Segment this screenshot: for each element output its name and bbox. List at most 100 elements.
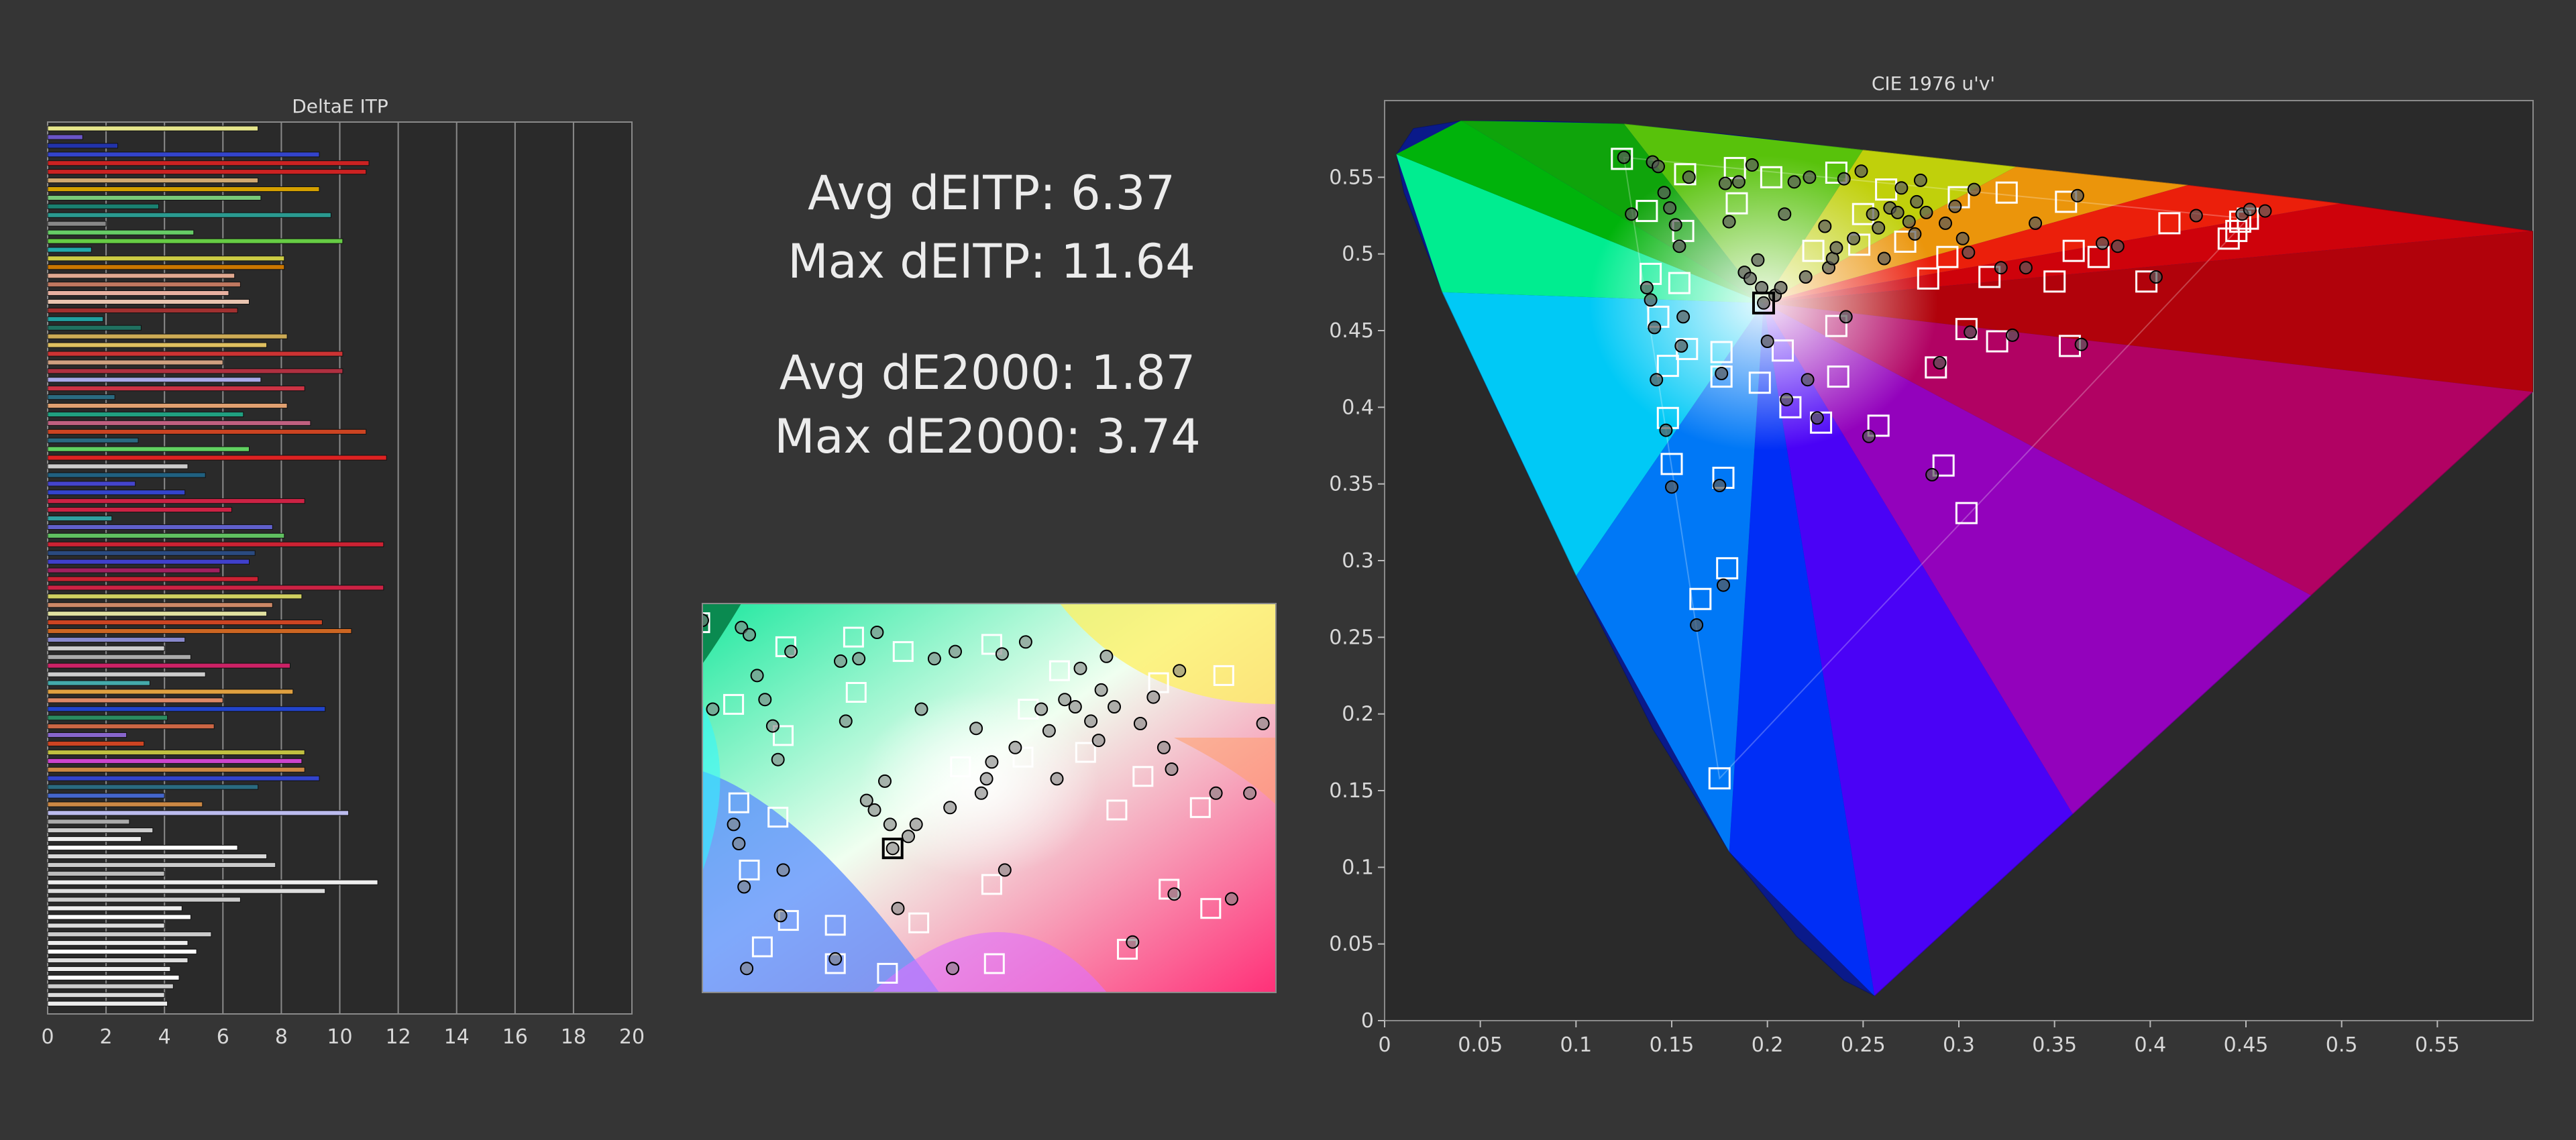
cie-y-tick-label: 0 — [1361, 1009, 1374, 1033]
measured-circle — [2258, 204, 2272, 218]
deltae-bar — [47, 966, 171, 972]
target-square — [1936, 245, 1959, 268]
statistics: Avg dEITP: 6.37 Max dEITP: 11.64 Avg dE2… — [774, 166, 1200, 464]
cie-x-tick-label: 0.55 — [2415, 1033, 2460, 1057]
deltae-bar — [47, 455, 387, 461]
zoom-target-square — [981, 874, 1002, 895]
target-square — [1689, 587, 1712, 610]
target-square — [1611, 148, 1633, 170]
deltae-bar — [47, 645, 165, 651]
deltae-bar — [47, 992, 165, 998]
zoom-target-square — [845, 682, 867, 703]
cie-x-tick-label: 0.45 — [2224, 1033, 2269, 1057]
target-square — [1748, 372, 1771, 394]
zoom-measured-circle — [1146, 690, 1161, 704]
zoom-measured-circle — [867, 803, 881, 817]
zoom-measured-circle — [727, 817, 741, 832]
zoom-measured-circle — [918, 994, 930, 1006]
measured-circle — [1910, 194, 1924, 209]
zoom-measured-circle — [1073, 661, 1087, 675]
cie-x-tick-label: 0.5 — [2326, 1033, 2358, 1057]
zoom-target-square — [751, 936, 773, 958]
target-square — [1995, 181, 2018, 204]
measured-circle — [2074, 337, 2088, 351]
deltae-bar — [47, 221, 107, 227]
measured-circle — [1713, 479, 1727, 492]
measured-circle — [2110, 239, 2125, 253]
cie-x-tick-label: 0.05 — [1458, 1033, 1503, 1057]
deltae-bar — [47, 307, 238, 313]
deltae-bar — [47, 593, 303, 600]
deltae-bar — [47, 775, 320, 781]
measured-circle — [1964, 325, 1978, 339]
deltae-bar — [47, 663, 290, 669]
deltae-itp-title: DeltaE ITP — [292, 95, 388, 117]
deltae-bar — [47, 386, 305, 392]
deltae-bar — [47, 203, 159, 209]
deltae-bar — [47, 437, 139, 443]
measured-circle — [1902, 215, 1916, 229]
zoom-orange-region — [1174, 738, 1276, 805]
deltae-bar — [47, 974, 180, 980]
deltae-bar — [47, 377, 262, 383]
deltae-bar — [47, 178, 259, 184]
measured-circle — [1715, 367, 1729, 380]
zoom-measured-circle — [1167, 887, 1181, 901]
deltae-bar — [47, 923, 165, 929]
cie-y-tick-label: 0.1 — [1342, 856, 1374, 879]
deltae-x-axis: 0 2 4 6 8 10 12 14 16 18 20 — [41, 1025, 645, 1049]
zoom-measured-circle — [1165, 762, 1179, 776]
measured-circle — [1890, 205, 1904, 219]
measured-circle — [1625, 207, 1639, 221]
deltae-bar — [47, 620, 323, 626]
deltae-x-tick-label: 4 — [158, 1025, 171, 1049]
zoom-measured-circle — [834, 654, 847, 668]
zoom-inset — [702, 603, 1277, 1006]
zoom-target-square — [1132, 766, 1154, 787]
zoom-measured-circle — [771, 752, 785, 766]
deltae-bar — [47, 186, 320, 192]
zoom-cyan-region — [702, 704, 720, 872]
deltae-bar — [47, 403, 288, 409]
deltae-bar — [47, 472, 206, 478]
locus-color-fan — [1763, 231, 2533, 392]
measured-circle — [2149, 270, 2163, 284]
deltae-bar — [47, 905, 182, 911]
zoom-measured-circle — [946, 962, 960, 976]
measured-circle — [1648, 321, 1662, 335]
zoom-measured-circle — [1042, 724, 1056, 738]
target-square — [1710, 341, 1733, 363]
measured-circle — [1731, 175, 1746, 189]
measured-circle — [1908, 227, 1922, 241]
zoom-target-square — [1148, 672, 1169, 693]
measured-circle — [1780, 392, 1794, 406]
measured-circle — [1839, 310, 1853, 324]
deltae-bar — [47, 766, 305, 773]
zoom-target-square — [702, 612, 710, 634]
measured-circle — [1644, 293, 1658, 307]
zoom-measured-circle — [1050, 772, 1064, 786]
measured-circle — [2005, 328, 2019, 342]
deltae-bar — [47, 333, 288, 339]
measured-circle — [1652, 160, 1665, 174]
deltae-bar — [47, 1001, 168, 1007]
target-square — [2217, 227, 2240, 250]
deltae-bar — [47, 247, 92, 253]
zoom-measured-circle — [1058, 693, 1072, 707]
deltae-bar — [47, 298, 250, 304]
zoom-target-square — [1012, 746, 1034, 768]
deltae-bar — [47, 749, 305, 756]
zoom-target-square — [824, 915, 846, 936]
gamut-triangle — [1623, 156, 2250, 780]
target-square — [1932, 454, 1955, 477]
zoom-measured-circle — [878, 774, 892, 788]
deltae-bar — [47, 255, 285, 262]
cie-x-tick-label: 0.1 — [1560, 1033, 1592, 1057]
zoom-green-corner — [702, 604, 741, 664]
deltae-bar — [47, 134, 83, 140]
zoom-target-square — [773, 725, 794, 746]
measured-circle — [2070, 188, 2084, 203]
deltae-bar — [47, 784, 259, 790]
measured-circle — [1854, 164, 1868, 178]
cie-y-tick-label: 0.45 — [1329, 319, 1374, 343]
